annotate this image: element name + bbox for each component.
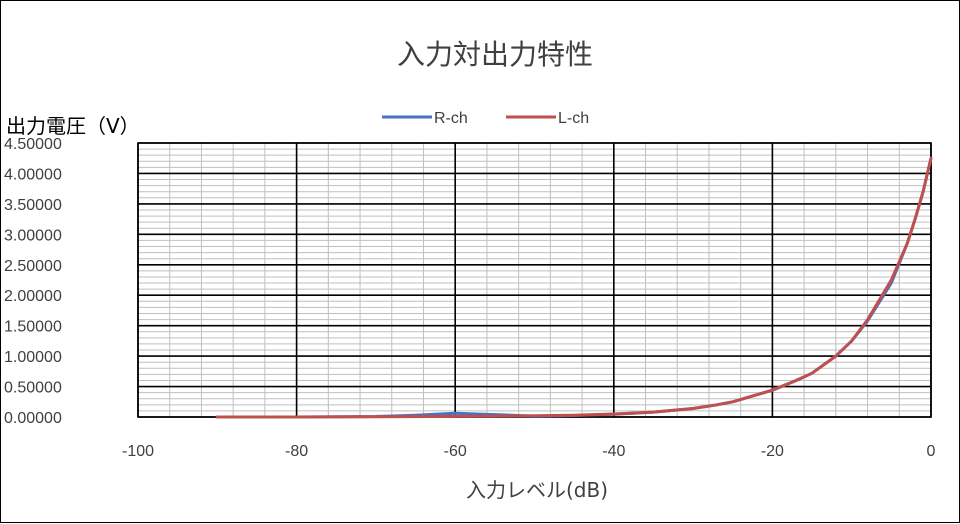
y-tick-label: 4.00000: [4, 166, 62, 183]
x-tick-label: -80: [285, 443, 308, 460]
legend-label-l-ch: L-ch: [558, 110, 589, 127]
y-tick-label: 3.00000: [4, 227, 62, 244]
grid-minor: [137, 142, 932, 418]
series-line-l-ch: [215, 156, 933, 419]
x-tick-labels: -100 -80 -60 -40 -20 0: [122, 443, 936, 460]
series-line-r-ch: [215, 156, 933, 419]
y-tick-label: 1.00000: [4, 349, 62, 366]
y-tick-labels: 0.00000 0.50000 1.00000 1.50000 2.00000 2.500…: [4, 136, 62, 427]
x-tick-label: 0: [927, 443, 936, 460]
y-tick-label: 4.50000: [4, 136, 62, 153]
plot-area-border: [137, 142, 932, 418]
x-tick-label: -20: [761, 443, 784, 460]
y-tick-label: 2.50000: [4, 258, 62, 275]
y-tick-label: 0.50000: [4, 380, 62, 397]
x-tick-label: -100: [122, 443, 154, 460]
plot-border: [137, 142, 932, 418]
x-tick-label: -40: [602, 443, 625, 460]
y-tick-label: 3.50000: [4, 197, 62, 214]
series-layer: [215, 156, 933, 419]
y-axis-label: 出力電圧（V）: [6, 114, 140, 138]
legend-label-r-ch: R-ch: [434, 110, 468, 127]
grid-major: [137, 142, 932, 418]
y-tick-label: 1.50000: [4, 319, 62, 336]
legend: R-ch L-ch: [382, 110, 589, 127]
x-tick-label: -60: [444, 443, 467, 460]
y-tick-label: 0.00000: [4, 410, 62, 427]
chart-title: 入力対出力特性: [397, 38, 593, 71]
y-tick-label: 2.00000: [4, 288, 62, 305]
x-axis-label: 入力レベル(dB): [466, 478, 608, 502]
